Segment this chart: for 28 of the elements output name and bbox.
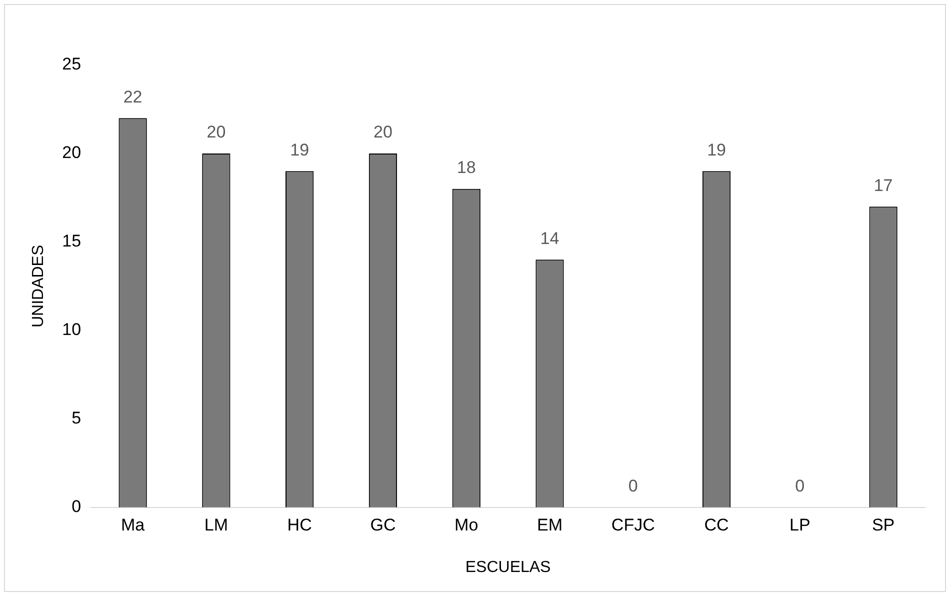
data-label: 17	[874, 176, 893, 195]
x-tick-label: CC	[704, 515, 729, 534]
x-tick-label: HC	[287, 515, 312, 534]
data-label: 0	[795, 476, 805, 496]
data-label: 20	[206, 122, 226, 142]
data-label: 18	[456, 158, 476, 178]
data-label: 22	[123, 87, 142, 106]
data-label: 14	[540, 228, 560, 248]
x-tick-label: EM	[537, 515, 562, 534]
x-tick-label: CFJC	[611, 515, 655, 534]
x-tick-label: Ma	[120, 515, 146, 534]
y-tick-label: 10	[62, 320, 82, 340]
x-tick-label: Mo	[454, 515, 478, 534]
data-label: 20	[374, 122, 392, 142]
data-label: 19	[707, 140, 726, 160]
x-tick-label: GC	[370, 515, 396, 534]
data-label: 0	[628, 476, 638, 496]
x-tick-label: LP	[790, 515, 810, 534]
y-axis-title: UNIDADES	[30, 244, 48, 328]
data-label: 19	[290, 140, 310, 160]
y-tick-label: 20	[62, 143, 82, 162]
y-tick-label: 25	[62, 54, 82, 74]
x-tick-label: SP	[872, 515, 895, 534]
y-tick-label: 5	[72, 408, 82, 428]
x-tick-label: LM	[204, 515, 228, 534]
y-tick-label: 0	[72, 497, 82, 516]
y-tick-label: 15	[62, 232, 82, 251]
x-axis-title: ESCUELAS	[465, 558, 551, 576]
